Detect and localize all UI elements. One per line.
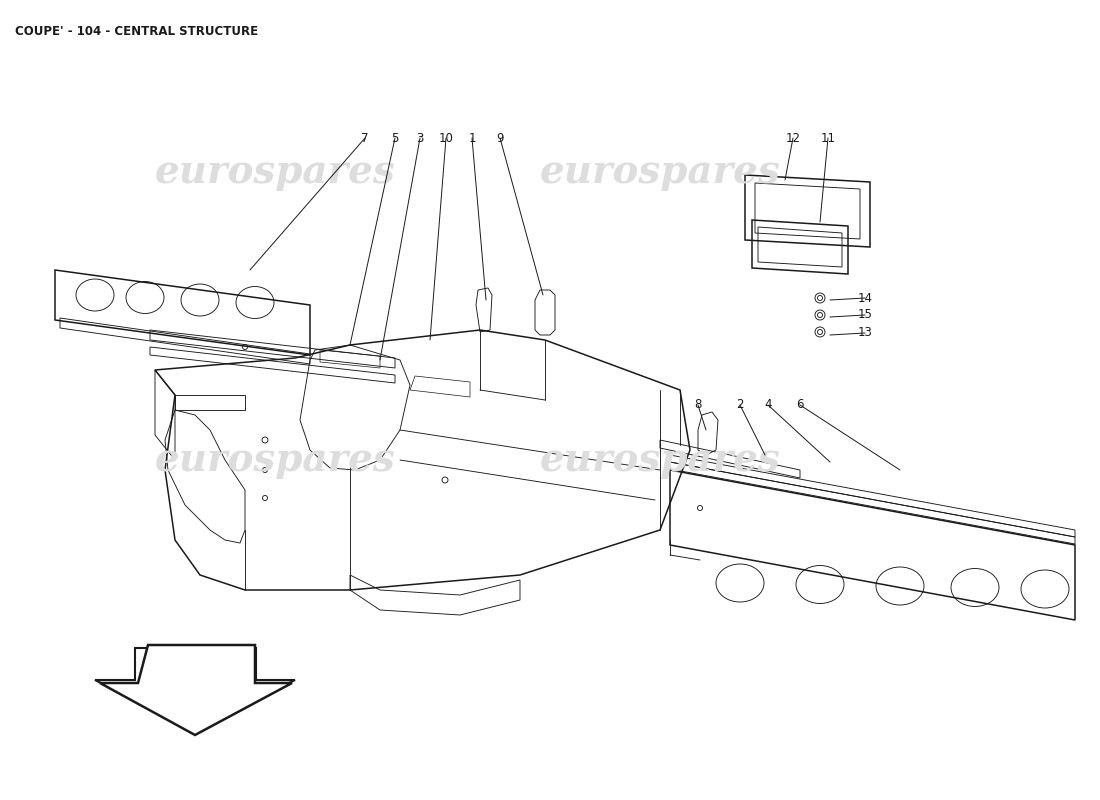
- Text: 11: 11: [821, 131, 836, 145]
- Text: 8: 8: [694, 398, 702, 411]
- Text: 10: 10: [439, 131, 453, 145]
- Text: eurospares: eurospares: [540, 153, 780, 191]
- Text: 2: 2: [736, 398, 744, 411]
- Text: eurospares: eurospares: [155, 153, 395, 191]
- Text: 6: 6: [796, 398, 804, 411]
- Text: 13: 13: [858, 326, 872, 339]
- Text: COUPE' - 104 - CENTRAL STRUCTURE: COUPE' - 104 - CENTRAL STRUCTURE: [15, 25, 258, 38]
- Text: eurospares: eurospares: [540, 441, 780, 479]
- Text: 15: 15: [858, 309, 872, 322]
- Text: 7: 7: [361, 131, 368, 145]
- Polygon shape: [95, 648, 295, 730]
- Text: 5: 5: [392, 131, 398, 145]
- Text: 14: 14: [858, 291, 872, 305]
- Text: 9: 9: [496, 131, 504, 145]
- Text: 3: 3: [416, 131, 424, 145]
- Text: eurospares: eurospares: [155, 441, 395, 479]
- Text: 12: 12: [785, 131, 801, 145]
- Polygon shape: [100, 645, 292, 735]
- Text: 1: 1: [469, 131, 475, 145]
- Text: 4: 4: [764, 398, 772, 411]
